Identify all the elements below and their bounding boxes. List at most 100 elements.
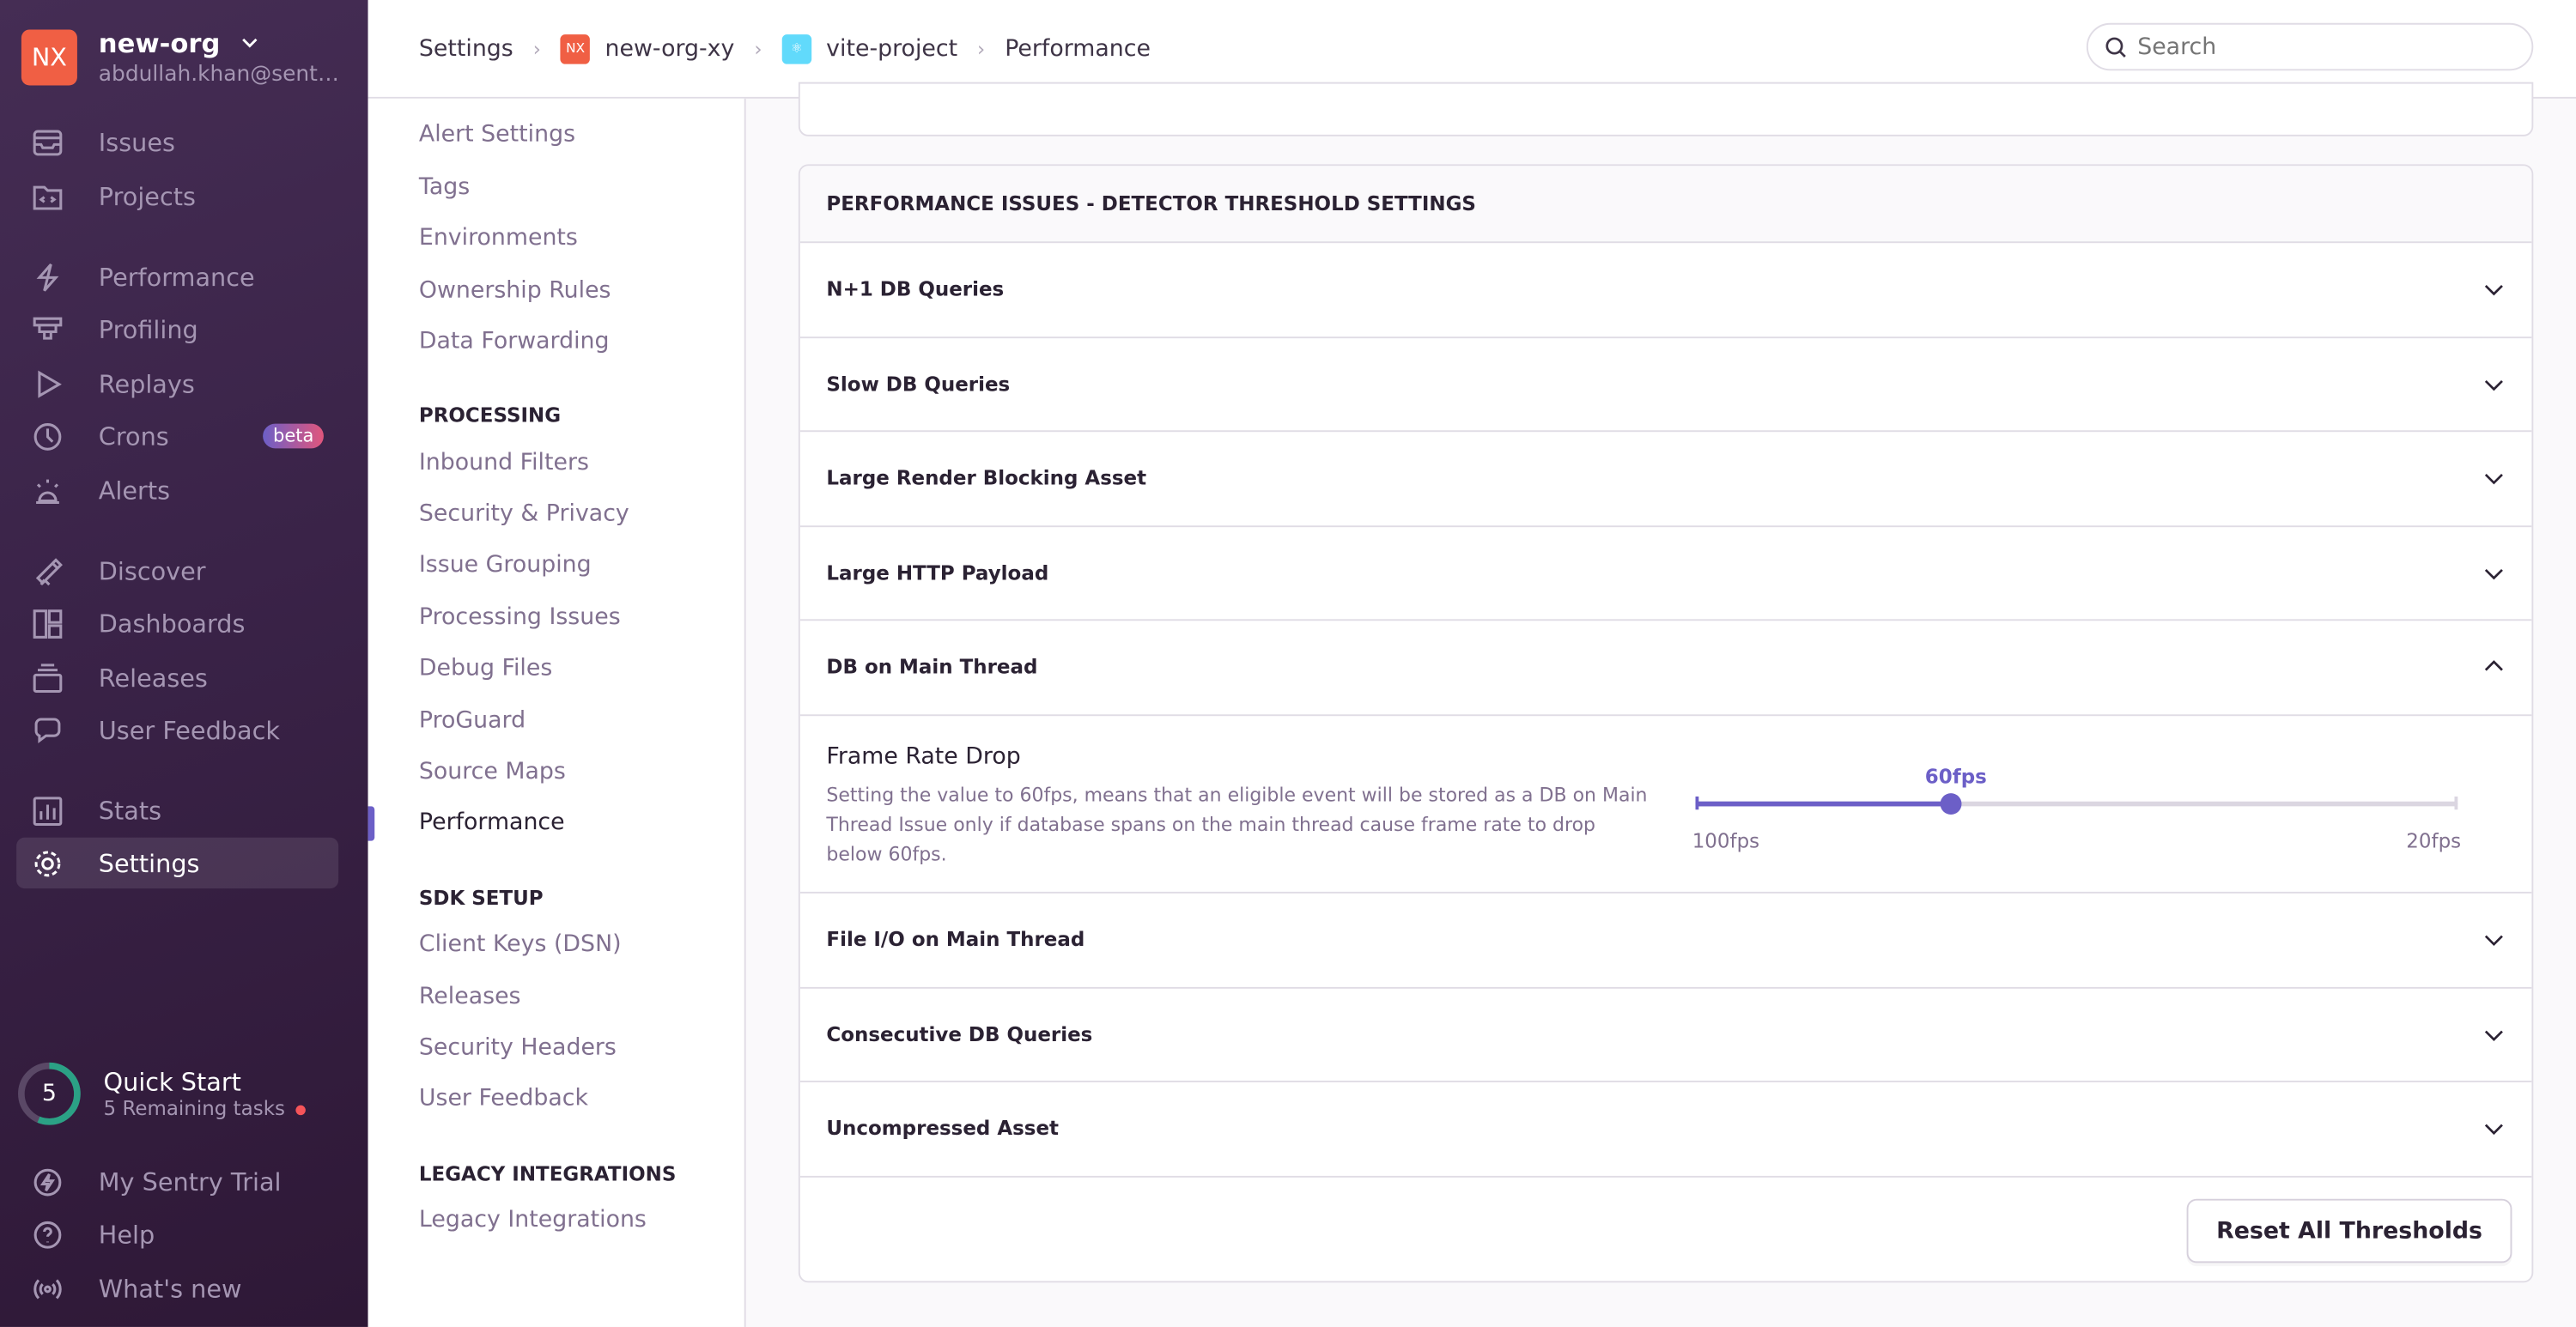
detector-row-uncompressed-asset[interactable]: Uncompressed Asset [799,1082,2532,1177]
org-switcher[interactable]: new-org [99,28,259,59]
slider-fill [1695,800,1950,806]
beta-badge: beta [263,423,324,449]
sidebar-item-profiling[interactable]: Profiling [16,304,338,354]
sidebar-item-label: User Feedback [98,715,281,745]
replays-icon [38,369,62,397]
search-box[interactable] [2086,22,2534,71]
feedback-icon [34,717,61,743]
releases-icon [33,663,63,693]
detector-row-consecutive-db-queries[interactable]: Consecutive DB Queries [799,988,2532,1082]
sidebar-item-performance[interactable]: Performance [16,251,338,302]
sidebar-item-issues[interactable]: Issues [16,117,338,167]
settings-nav-proguard[interactable]: ProGuard [418,707,526,735]
user-email: abdullah.khan@sentry.io [98,62,345,88]
breadcrumb-item[interactable]: Settings [419,35,513,62]
detector-label: N+1 DB Queries [826,277,1005,301]
settings-nav-client-keys-dsn-[interactable]: Client Keys (DSN) [418,930,622,958]
dashboards-icon [33,609,63,638]
sidebar-item-label: Releases [98,663,208,693]
frame-rate-slider[interactable]: 60fps 100fps 20fps [1692,761,2468,860]
chevron-down-icon [2484,568,2503,579]
settings-nav-issue-grouping[interactable]: Issue Grouping [418,551,592,579]
quick-start-subtitle: 5 Remaining tasks [103,1097,285,1120]
sidebar-item-projects[interactable]: Projects [16,171,338,221]
search-input[interactable] [2137,33,2500,60]
settings-nav-source-maps[interactable]: Source Maps [418,758,566,785]
performance-icon [36,263,59,291]
sidebar-item-label: Replays [98,368,195,398]
sidebar-item-discover[interactable]: Discover [16,545,338,596]
chevron-up-icon [2484,660,2503,672]
sidebar-item-label: Issues [98,127,175,157]
detector-row-large-http-payload[interactable]: Large HTTP Payload [799,526,2532,621]
slider-value: 60fps [1924,764,1987,788]
chevron-down-icon [241,38,257,48]
org-avatar[interactable]: NX [21,29,77,86]
sidebar-item-alerts[interactable]: Alerts [16,464,338,515]
slider-thumb[interactable] [1939,792,1961,815]
sidebar-item-label: Performance [98,262,255,292]
frame-rate-drop-field: Frame Rate Drop Setting the value to 60f… [799,715,2532,894]
sidebar-item-dashboards[interactable]: Dashboards [16,597,338,648]
panel-footer: Reset All Thresholds [800,1177,2532,1281]
nav-section-heading: SDK SETUP [418,887,544,910]
trial-icon [33,1167,62,1196]
nav-section-heading: PROCESSING [418,403,562,427]
slider-track[interactable] [1695,800,2458,806]
detector-row-file-i-o-on-main-thread[interactable]: File I/O on Main Thread [799,894,2532,988]
reset-all-thresholds-button[interactable]: Reset All Thresholds [2186,1198,2512,1263]
settings-nav-releases[interactable]: Releases [418,984,521,1010]
settings-nav: Alert Settings Tags Environments Ownership … [368,98,746,1327]
sidebar-item-settings[interactable]: Settings [16,837,339,889]
settings-nav-debug-files[interactable]: Debug Files [418,655,553,682]
chevron-down-icon [2484,936,2503,947]
sidebar-item-my-sentry-trial[interactable]: My Sentry Trial [16,1156,338,1207]
sidebar-item-releases[interactable]: Releases [16,652,338,703]
settings-nav-alert-settings[interactable]: Alert Settings [418,121,576,148]
detector-threshold-panel: PERFORMANCE ISSUES - DETECTOR THRESHOLD … [798,164,2534,1283]
slider-max-label: 20fps [2406,828,2462,852]
sidebar-item-stats[interactable]: Stats [16,785,338,836]
quick-start-count: 5 [41,1080,57,1107]
sidebar-item-label: My Sentry Trial [98,1166,282,1197]
project-icon: ⚛ [781,33,811,64]
detector-row-db-main-thread[interactable]: DB on Main Thread [799,621,2532,716]
sidebar-item-replays[interactable]: Replays [16,358,338,409]
settings-nav-user-feedback[interactable]: User Feedback [418,1085,589,1112]
settings-nav-processing-issues[interactable]: Processing Issues [418,604,621,631]
stats-icon [33,796,63,826]
slider-min-tick [1695,795,1699,809]
nav-section-heading: LEGACY INTEGRATIONS [418,1162,677,1186]
breadcrumb-item[interactable]: ⚛ vite-project [781,33,957,64]
settings-nav-inbound-filters[interactable]: Inbound Filters [418,450,589,476]
org-name: new-org [98,27,221,59]
breadcrumb-label: Settings [418,35,513,62]
settings-nav-data-forwarding[interactable]: Data Forwarding [418,328,610,355]
breadcrumb-item[interactable]: NX new-org-xy [560,33,734,64]
detector-label: DB on Main Thread [826,655,1038,679]
sidebar-item-label: Alerts [98,475,171,506]
sidebar-item-help[interactable]: Help [16,1209,338,1259]
settings-nav-legacy-integrations[interactable]: Legacy Integrations [418,1207,647,1233]
alerts-icon [36,478,59,504]
sidebar-item-crons[interactable]: Crons beta [16,410,338,461]
detector-label: Consecutive DB Queries [826,1022,1093,1046]
settings-nav-tags[interactable]: Tags [418,173,471,201]
projects-icon [33,185,63,209]
settings-nav-ownership-rules[interactable]: Ownership Rules [418,277,611,304]
settings-nav-environments[interactable]: Environments [418,225,578,251]
chevron-down-icon [2484,1030,2503,1041]
field-title: Frame Rate Drop [826,742,1021,770]
notification-dot [295,1104,305,1115]
sidebar-item-user-feedback[interactable]: User Feedback [16,705,338,755]
broadcast-icon [33,1278,62,1299]
detector-row-large-render-blocking-asset[interactable]: Large Render Blocking Asset [799,432,2532,527]
breadcrumb-item: Performance [1005,35,1151,62]
settings-nav-security-privacy[interactable]: Security & Privacy [418,500,629,528]
settings-nav-security-headers[interactable]: Security Headers [418,1034,617,1061]
quick-start[interactable]: 5 Quick Start 5 Remaining tasks [16,1061,305,1127]
detector-row-slow-db-queries[interactable]: Slow DB Queries [799,337,2532,433]
detector-row-n-1-db-queries[interactable]: N+1 DB Queries [799,243,2532,338]
settings-nav-performance[interactable]: Performance [418,809,565,836]
sidebar-item-what-s-new[interactable]: What's new [16,1263,338,1313]
